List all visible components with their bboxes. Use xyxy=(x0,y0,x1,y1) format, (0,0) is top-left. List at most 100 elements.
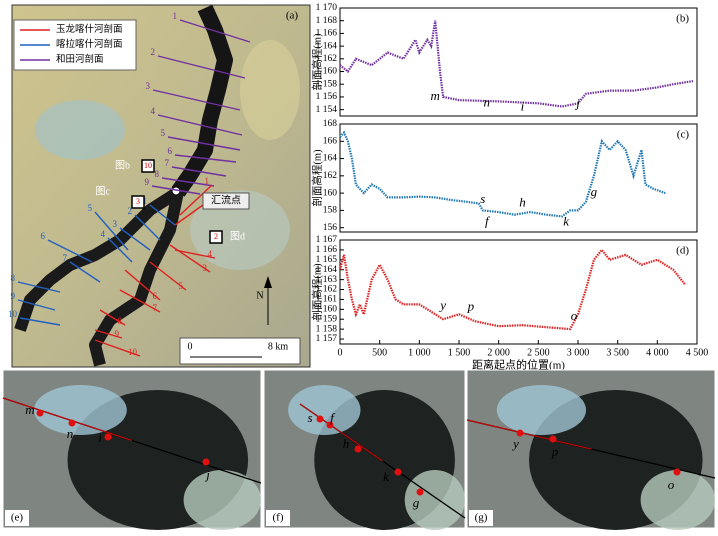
x-tick-label: 500 xyxy=(372,347,387,358)
point-label: k xyxy=(383,469,389,484)
profile-line xyxy=(94,339,141,357)
photo-patch xyxy=(183,470,261,530)
profile-label: 4 xyxy=(101,229,106,239)
annotation: n xyxy=(484,94,491,109)
profile-point xyxy=(394,468,402,476)
x-tick-label: 2 500 xyxy=(527,347,550,358)
profile-label: 10 xyxy=(8,309,18,319)
profile-line xyxy=(124,269,161,301)
y-tick-label: 156 xyxy=(323,223,338,233)
profile-line xyxy=(149,261,187,291)
north-label: N xyxy=(256,290,263,301)
map-patch xyxy=(190,190,290,270)
confluence-label: 汇流点 xyxy=(211,193,241,206)
point-label: y xyxy=(511,436,519,451)
panel-label-box xyxy=(469,510,493,526)
profile-line xyxy=(149,204,176,226)
profile-line xyxy=(19,317,61,326)
annotation: i xyxy=(521,99,525,114)
profile-label: 7 xyxy=(153,303,158,313)
y-axis-label: 剖面高程(m) xyxy=(310,149,323,207)
scale-label: 8 km xyxy=(268,341,289,352)
profile-point xyxy=(326,421,334,429)
profile-line xyxy=(17,281,61,293)
y-tick-label: 1 158 xyxy=(316,324,338,334)
profile-trace xyxy=(2,397,133,441)
annotation: o xyxy=(571,308,578,323)
y-tick-label: 1 160 xyxy=(316,305,338,315)
x-tick-label: 1 000 xyxy=(408,347,431,358)
point-label: p xyxy=(551,444,559,459)
annotation: h xyxy=(519,194,526,209)
panel-label: (d) xyxy=(676,245,689,257)
x-tick-label: 3 000 xyxy=(567,347,590,358)
panel-label: (b) xyxy=(676,13,689,25)
profile-point xyxy=(68,419,76,427)
photo-panel: y p o (g) xyxy=(466,369,716,530)
y-tick-label: 162 xyxy=(323,171,338,181)
panel-label: (f) xyxy=(273,512,284,524)
panel-label: (g) xyxy=(475,512,488,524)
profile-label: 10 xyxy=(128,347,138,357)
profile-label: 6 xyxy=(41,231,46,241)
annotation: p xyxy=(467,298,475,313)
y-tick-label: 1 164 xyxy=(316,265,338,275)
photo-patch xyxy=(288,385,361,435)
profile-label: 8 xyxy=(155,169,160,179)
y-tick-label: 166 xyxy=(323,136,338,146)
profile-point xyxy=(673,468,681,476)
photo-patch xyxy=(640,470,715,530)
x-tick-label: 4 500 xyxy=(686,347,709,358)
plot-frame xyxy=(339,239,698,345)
legend-label: 喀拉喀什河剖面 xyxy=(56,38,123,50)
profile-label: 3 xyxy=(146,81,151,91)
annotation: k xyxy=(563,213,569,228)
profile-trace xyxy=(299,403,383,462)
profile-label: 6 xyxy=(168,146,173,156)
y-tick-label: 1 161 xyxy=(316,295,338,305)
annotation: j xyxy=(574,96,580,111)
y-tick-label: 1 158 xyxy=(316,79,338,89)
panel-label: (c) xyxy=(677,129,690,141)
callout-number: 3 xyxy=(136,197,140,206)
profile-point xyxy=(516,429,524,437)
annotation: f xyxy=(485,213,491,228)
y-tick-label: 1 167 xyxy=(316,235,338,245)
scale-label: 0 xyxy=(188,341,193,352)
profile-line xyxy=(179,184,213,216)
photo-patch xyxy=(496,385,587,435)
callout-label: 图b xyxy=(115,159,130,171)
profile-label: 5 xyxy=(161,128,166,138)
photo-patch xyxy=(33,385,127,435)
plot-frame xyxy=(339,7,698,117)
y-axis-label: 剖面高程(m) xyxy=(310,263,323,321)
profile-point xyxy=(354,445,362,453)
y-tick-label: 1 168 xyxy=(316,16,338,26)
profile-point xyxy=(549,435,557,443)
y-tick-label: 1 162 xyxy=(316,285,338,295)
point-label: g xyxy=(413,495,420,510)
annotation: m xyxy=(431,88,440,103)
profile-label: 1 xyxy=(173,11,178,21)
north-arrow-head xyxy=(264,276,272,288)
callout-box xyxy=(141,159,155,173)
profile-line xyxy=(179,19,251,43)
profile-label: 9 xyxy=(145,177,150,187)
y-tick-label: 1 170 xyxy=(316,3,338,13)
profile-label: 4 xyxy=(208,249,213,259)
y-tick-label: 1 160 xyxy=(316,67,338,77)
callout-number: 10 xyxy=(144,161,152,170)
point-label: i xyxy=(98,430,102,445)
river xyxy=(14,186,182,332)
y-axis-label: 剖面高程(m) xyxy=(310,33,323,91)
point-label: j xyxy=(204,467,210,482)
annotation: s xyxy=(480,191,485,206)
profile-label: 6 xyxy=(153,291,158,301)
profile-point xyxy=(104,433,112,441)
map-patch xyxy=(35,100,125,160)
profile-line xyxy=(119,227,151,251)
profile-line xyxy=(17,299,56,311)
panel-label: (e) xyxy=(11,512,24,524)
profile-line xyxy=(174,249,216,259)
panel-label: (a) xyxy=(286,10,299,22)
